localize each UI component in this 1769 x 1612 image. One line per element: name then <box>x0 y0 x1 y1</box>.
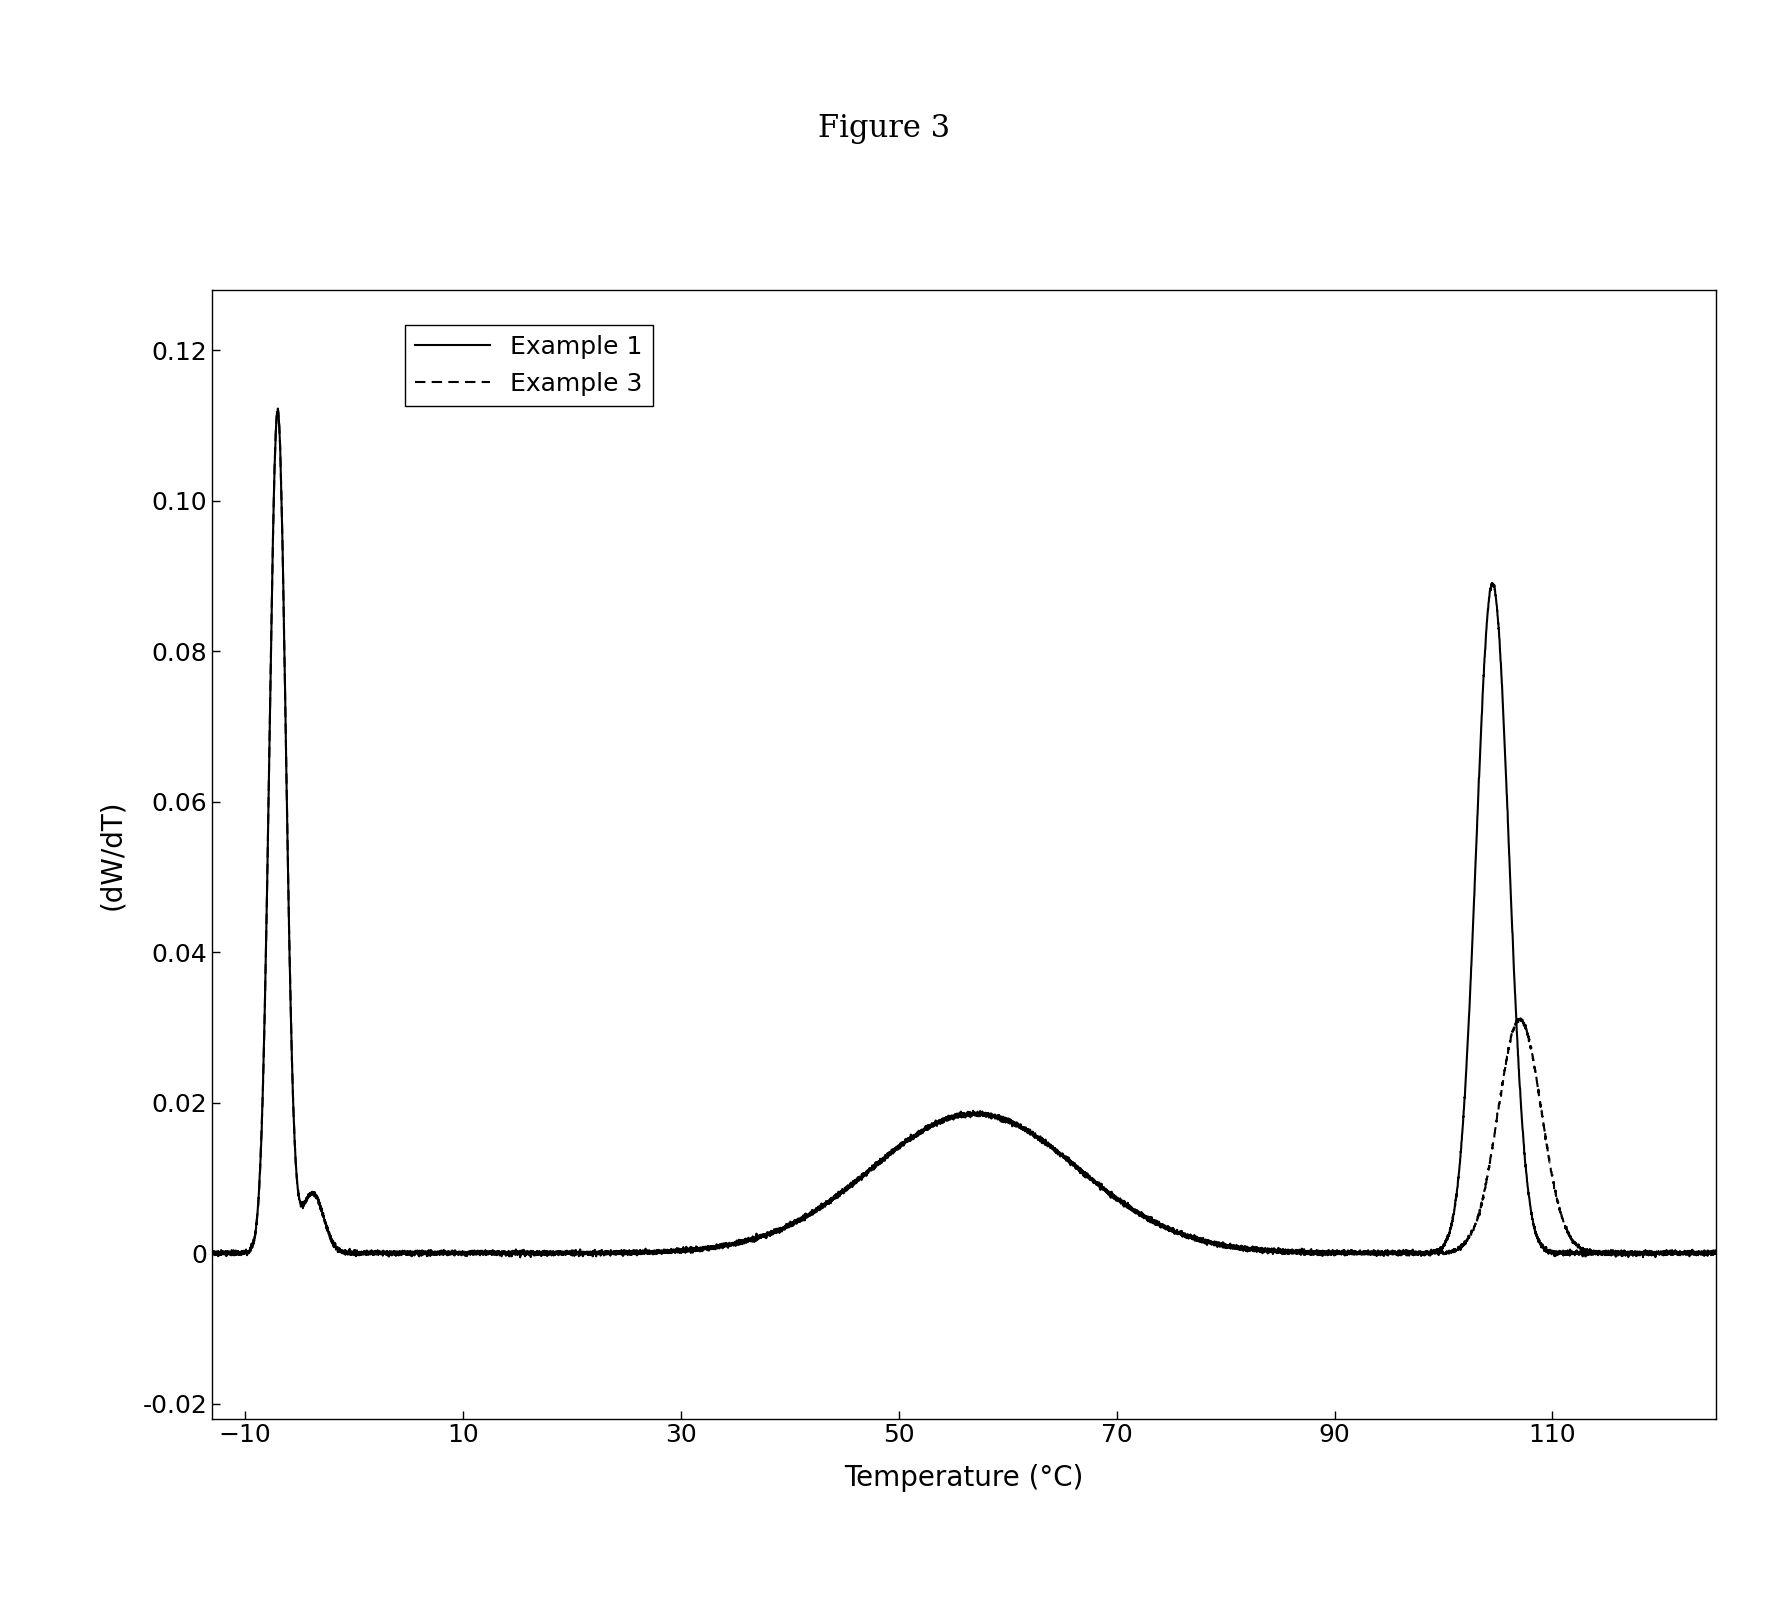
Example 3 <box>747 1228 768 1248</box>
Example 3 <box>1705 1243 1727 1262</box>
Example 1 <box>278 862 299 882</box>
Example 1 <box>1633 1248 1654 1267</box>
X-axis label: Temperature (°C): Temperature (°C) <box>844 1464 1084 1493</box>
Example 1 <box>202 1243 223 1262</box>
Example 3 <box>1157 1219 1178 1238</box>
Example 3 <box>1316 1241 1337 1261</box>
Example 3 <box>509 1248 531 1267</box>
Example 3 <box>1398 1243 1419 1262</box>
Line: Example 3: Example 3 <box>212 408 1716 1257</box>
Line: Example 1: Example 1 <box>212 411 1716 1257</box>
Example 1 <box>747 1227 768 1246</box>
Example 1 <box>1398 1246 1419 1265</box>
Example 1 <box>267 401 288 421</box>
Example 1 <box>1157 1220 1178 1240</box>
Text: Figure 3: Figure 3 <box>819 113 950 143</box>
Y-axis label: (dW/dT): (dW/dT) <box>97 800 126 909</box>
Example 1 <box>1316 1244 1337 1264</box>
Example 3 <box>267 398 288 418</box>
Example 3 <box>278 864 299 883</box>
Legend: Example 1, Example 3: Example 1, Example 3 <box>405 326 653 406</box>
Example 3 <box>1091 1178 1113 1198</box>
Example 3 <box>202 1244 223 1264</box>
Example 1 <box>1091 1178 1113 1198</box>
Example 1 <box>1705 1241 1727 1261</box>
